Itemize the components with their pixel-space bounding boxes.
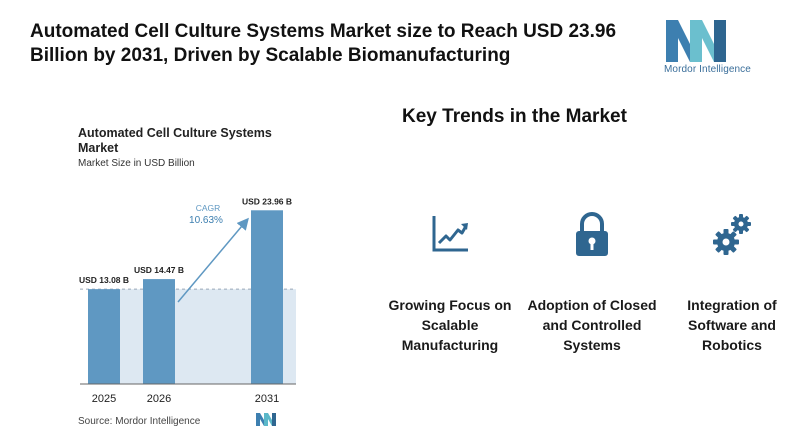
x-tick-label: 2026: [147, 393, 171, 405]
bar: [251, 210, 283, 384]
trend-label: Integration of Software and Robotics: [687, 297, 777, 353]
x-tick-label: 2025: [92, 393, 116, 405]
mordor-intelligence-logo: [666, 20, 726, 62]
bar-value-label: USD 14.47 B: [134, 265, 184, 275]
logo-text: Mordor Intelligence: [664, 64, 751, 75]
source-logo-icon: [256, 413, 276, 426]
cagr-value: 10.63%: [189, 215, 223, 226]
chart-source: Source: Mordor Intelligence: [78, 416, 201, 427]
trend-item-closed-systems: Adoption of Closed and Controlled System…: [527, 210, 657, 355]
bar-value-label: USD 23.96 B: [242, 196, 292, 206]
cagr-label: CAGR: [196, 203, 221, 213]
chart-growth-icon: [432, 216, 468, 252]
lock-icon: [576, 212, 608, 256]
cagr-arrow: [177, 217, 249, 303]
chart-subtitle: Market Size in USD Billion: [78, 158, 195, 169]
trend-label: Adoption of Closed and Controlled System…: [527, 297, 657, 353]
bar-value-label: USD 13.08 B: [79, 275, 129, 285]
trend-item-software-robotics: Integration of Software and Robotics: [667, 210, 797, 355]
gears-icon: [713, 214, 751, 255]
trends-heading: Key Trends in the Market: [402, 106, 627, 127]
x-tick-label: 2031: [255, 393, 279, 405]
trend-label: Growing Focus on Scalable Manufacturing: [388, 297, 512, 353]
headline: Automated Cell Culture Systems Market si…: [30, 21, 617, 66]
trend-item-scalable-manufacturing: Growing Focus on Scalable Manufacturing: [385, 210, 515, 355]
chart-title: Automated Cell Culture Systems Market: [78, 126, 272, 155]
bar: [88, 289, 120, 384]
bar: [143, 279, 175, 384]
